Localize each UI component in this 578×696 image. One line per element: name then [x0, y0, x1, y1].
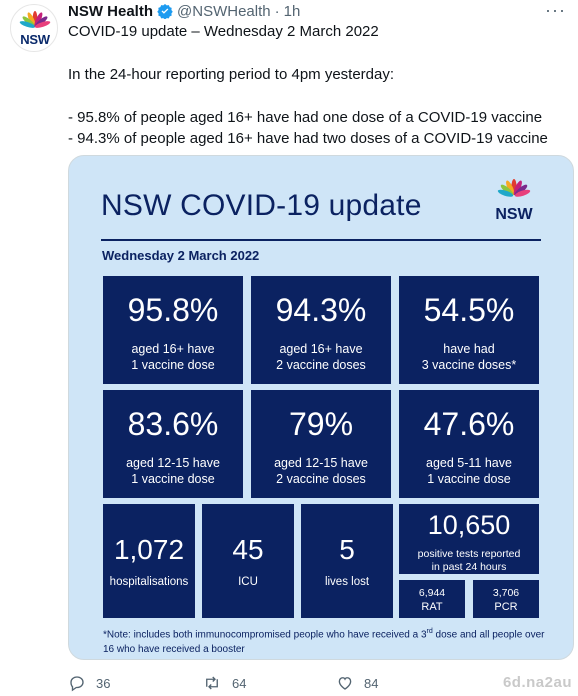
separator-dot: ·: [274, 2, 280, 20]
stat-label-line: 2 vaccine doses: [276, 358, 366, 372]
stat-label-line: have had: [443, 342, 495, 356]
stat-value: 45: [232, 534, 264, 565]
account-handle[interactable]: @NSWHealth: [177, 2, 271, 20]
tweet-line: In the 24-hour reporting period to 4pm y…: [68, 66, 395, 83]
stat-value: 10,650: [427, 510, 511, 540]
tweet-text: COVID-19 update – Wednesday 2 March 2022…: [68, 21, 568, 149]
avatar[interactable]: NSW: [10, 4, 58, 52]
waratah-logo-icon: [497, 179, 531, 197]
stat-value: 5: [339, 534, 355, 565]
tweet-header: NSW Health @NSWHealth · 1h: [68, 1, 300, 21]
positive-tests-tile: 10,650 positive tests reported in past 2…: [399, 504, 539, 574]
waratah-logo-icon: [19, 11, 51, 28]
stat-label-line: aged 16+ have: [131, 342, 215, 356]
stat-label: positive tests reported in past 24 hours: [399, 548, 539, 574]
verified-badge-icon: [157, 4, 173, 19]
card-title: NSW COVID-19 update: [101, 189, 422, 222]
stat-tile: 54.5% have had 3 vaccine doses*: [399, 276, 539, 384]
more-icon[interactable]: ···: [545, 0, 566, 20]
stat-tile: 83.6% aged 12-15 have 1 vaccine dose: [103, 390, 243, 498]
icu-tile: 45 ICU: [202, 504, 294, 618]
pcr-tile: 3,706 PCR: [473, 580, 539, 618]
avatar-text: NSW: [20, 32, 50, 47]
stat-label: aged 12-15 have 1 vaccine dose: [103, 455, 243, 487]
stat-tile: 94.3% aged 16+ have 2 vaccine doses: [251, 276, 391, 384]
stat-label: RAT: [421, 601, 443, 613]
stat-label: aged 5-11 have 1 vaccine dose: [399, 455, 539, 487]
stat-label-line: aged 12-15 have: [126, 456, 220, 470]
stat-label-line: aged 12-15 have: [274, 456, 368, 470]
lives-lost-tile: 5 lives lost: [301, 504, 393, 618]
stat-label-line: aged 5-11 have: [426, 456, 512, 470]
watermark: 6d.na2au: [502, 674, 572, 691]
stat-value: 94.3%: [275, 292, 367, 328]
stat-label: aged 16+ have 2 vaccine doses: [251, 341, 391, 373]
stat-label-line: 1 vaccine dose: [131, 358, 215, 372]
stat-value: 6,944: [418, 587, 446, 599]
stat-label: hospitalisations: [109, 576, 189, 588]
rat-tile: 6,944 RAT: [399, 580, 465, 618]
divider: [101, 239, 541, 241]
retweet-button[interactable]: 64: [202, 674, 336, 692]
tweet-line: - 95.8% of people aged 16+ have had one …: [68, 109, 543, 126]
stat-value: 1,072: [113, 534, 185, 565]
stat-label-line: positive tests reported: [417, 548, 521, 560]
stat-label-line: in past 24 hours: [431, 561, 507, 573]
tweet-line: - 94.3% of people aged 16+ have had two …: [68, 130, 548, 147]
stat-tile: 95.8% aged 16+ have 1 vaccine dose: [103, 276, 243, 384]
stat-label-line: 1 vaccine dose: [427, 472, 511, 486]
stat-label: aged 16+ have 1 vaccine dose: [103, 341, 243, 373]
card-date: Wednesday 2 March 2022: [102, 248, 260, 263]
stat-label-line: 3 vaccine doses*: [421, 358, 517, 372]
stat-value: 47.6%: [423, 406, 515, 442]
footnote: *Note: includes both immunocompromised p…: [103, 624, 553, 657]
retweet-icon: [206, 676, 218, 690]
footnote-superscript: rd: [426, 628, 433, 635]
stat-label-line: aged 16+ have: [279, 342, 363, 356]
nsw-logo: NSW: [491, 178, 537, 224]
stat-label: have had 3 vaccine doses*: [399, 341, 539, 373]
stat-value: 83.6%: [127, 406, 219, 442]
footnote-text: dose and all people over 16 who have rec…: [103, 629, 545, 656]
reply-button[interactable]: 36: [68, 674, 202, 692]
stat-label: PCR: [494, 601, 518, 613]
retweet-count: 64: [232, 675, 247, 691]
like-count: 84: [364, 675, 379, 691]
stat-value: 3,706: [492, 587, 520, 599]
timestamp[interactable]: 1h: [283, 2, 301, 20]
stat-label: aged 12-15 have 2 vaccine doses: [251, 455, 391, 487]
stat-label: ICU: [238, 576, 258, 588]
stat-tile: 47.6% aged 5-11 have 1 vaccine dose: [399, 390, 539, 498]
like-icon: [338, 677, 352, 690]
tweet-actions: 36 64 84: [68, 672, 470, 694]
tweet-line: COVID-19 update – Wednesday 2 March 2022: [68, 23, 379, 40]
account-name[interactable]: NSW Health: [68, 2, 154, 20]
stat-value: 79%: [288, 406, 354, 442]
reply-icon: [70, 676, 84, 692]
stat-label-line: 1 vaccine dose: [131, 472, 215, 486]
stat-label: lives lost: [324, 576, 370, 588]
logo-text: NSW: [495, 206, 533, 223]
stat-tile: 79% aged 12-15 have 2 vaccine doses: [251, 390, 391, 498]
hospitalisations-tile: 1,072 hospitalisations: [103, 504, 195, 618]
reply-count: 36: [96, 675, 111, 691]
stat-label-line: 2 vaccine doses: [276, 472, 366, 486]
stat-value: 54.5%: [423, 292, 515, 328]
like-button[interactable]: 84: [336, 674, 470, 692]
footnote-text: *Note: includes both immunocompromised p…: [103, 629, 427, 641]
stat-value: 95.8%: [127, 292, 219, 328]
tweet-image[interactable]: NSW COVID-19 update NSW Wednesday 2 Marc…: [68, 155, 574, 660]
